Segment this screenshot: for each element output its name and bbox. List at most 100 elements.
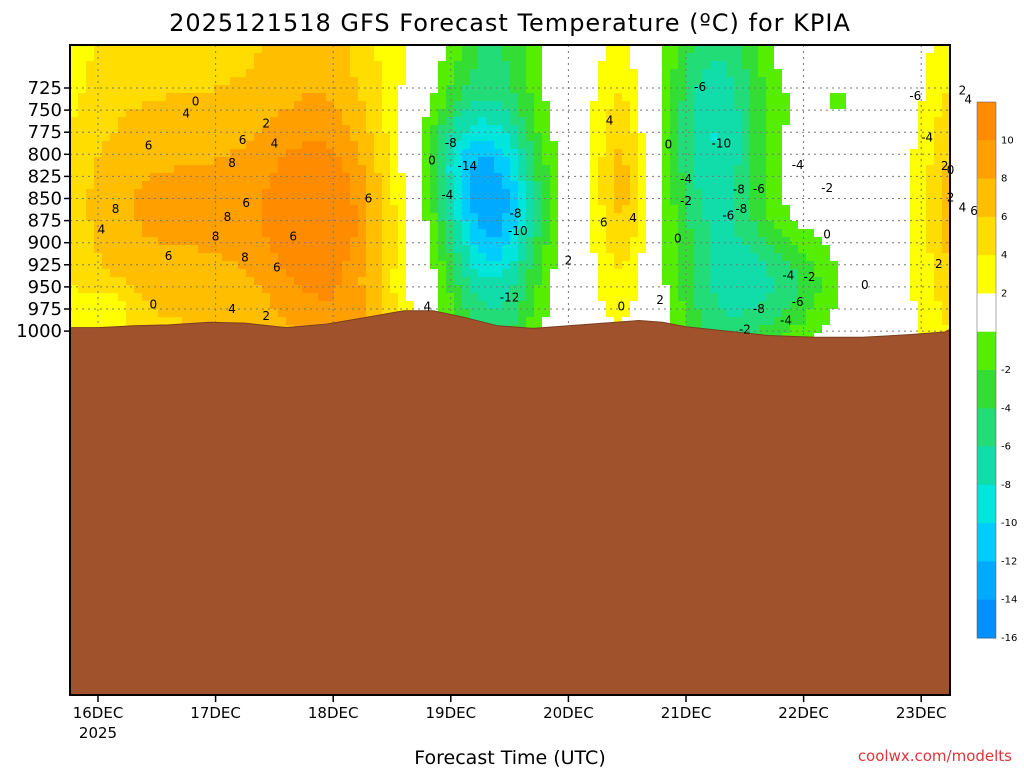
temperature-cell <box>774 317 782 325</box>
temperature-cell <box>398 101 406 109</box>
temperature-cell <box>566 317 574 325</box>
temperature-cell <box>710 205 718 213</box>
temperature-cell <box>550 269 558 277</box>
temperature-cell <box>726 237 734 245</box>
temperature-cell <box>574 301 582 309</box>
temperature-cell <box>158 61 166 69</box>
temperature-cell <box>150 101 158 109</box>
temperature-cell <box>854 205 862 213</box>
temperature-cell <box>814 205 822 213</box>
temperature-cell <box>150 197 158 205</box>
temperature-cell <box>870 109 878 117</box>
temperature-cell <box>358 77 366 85</box>
temperature-cell <box>678 253 686 261</box>
temperature-cell <box>830 53 838 61</box>
temperature-cell <box>870 277 878 285</box>
temperature-cell <box>406 141 414 149</box>
temperature-cell <box>278 277 286 285</box>
temperature-cell <box>870 173 878 181</box>
temperature-cell <box>254 301 262 309</box>
temperature-cell <box>134 141 142 149</box>
temperature-cell <box>886 309 894 317</box>
temperature-cell <box>806 149 814 157</box>
temperature-cell <box>302 205 310 213</box>
temperature-cell <box>150 69 158 77</box>
temperature-cell <box>350 205 358 213</box>
temperature-cell <box>366 173 374 181</box>
temperature-cell <box>318 237 326 245</box>
temperature-cell <box>566 125 574 133</box>
temperature-cell <box>894 149 902 157</box>
temperature-cell <box>742 117 750 125</box>
temperature-cell <box>686 293 694 301</box>
temperature-cell <box>278 197 286 205</box>
temperature-cell <box>470 261 478 269</box>
temperature-cell <box>782 205 790 213</box>
temperature-cell <box>934 165 942 173</box>
temperature-cell <box>118 245 126 253</box>
temperature-cell <box>318 157 326 165</box>
temperature-cell <box>534 221 542 229</box>
temperature-cell <box>662 269 670 277</box>
temperature-cell <box>190 173 198 181</box>
temperature-cell <box>942 85 950 93</box>
temperature-cell <box>566 173 574 181</box>
temperature-cell <box>774 189 782 197</box>
temperature-cell <box>654 301 662 309</box>
temperature-cell <box>270 101 278 109</box>
temperature-cell <box>726 317 734 325</box>
temperature-cell <box>438 213 446 221</box>
temperature-cell <box>774 93 782 101</box>
temperature-cell <box>486 189 494 197</box>
temperature-cell <box>614 173 622 181</box>
temperature-cell <box>510 69 518 77</box>
temperature-cell <box>710 133 718 141</box>
temperature-cell <box>774 77 782 85</box>
temperature-cell <box>358 85 366 93</box>
temperature-cell <box>902 205 910 213</box>
temperature-cell <box>214 101 222 109</box>
temperature-cell <box>166 189 174 197</box>
temperature-cell <box>454 213 462 221</box>
temperature-cell <box>166 157 174 165</box>
temperature-cell <box>238 293 246 301</box>
temperature-cell <box>286 229 294 237</box>
temperature-cell <box>462 237 470 245</box>
temperature-cell <box>230 173 238 181</box>
temperature-cell <box>590 285 598 293</box>
temperature-cell <box>542 149 550 157</box>
temperature-cell <box>686 173 694 181</box>
temperature-cell <box>430 45 438 53</box>
temperature-cell <box>526 85 534 93</box>
temperature-cell <box>406 293 414 301</box>
temperature-cell <box>742 173 750 181</box>
temperature-cell <box>310 181 318 189</box>
temperature-cell <box>702 117 710 125</box>
temperature-cell <box>686 45 694 53</box>
temperature-cell <box>702 253 710 261</box>
temperature-cell <box>118 173 126 181</box>
temperature-cell <box>454 53 462 61</box>
temperature-cell <box>414 133 422 141</box>
temperature-cell <box>302 101 310 109</box>
temperature-cell <box>502 309 510 317</box>
temperature-cell <box>158 165 166 173</box>
temperature-cell <box>654 61 662 69</box>
temperature-cell <box>510 141 518 149</box>
temperature-cell <box>766 157 774 165</box>
temperature-cell <box>262 45 270 53</box>
temperature-cell <box>758 141 766 149</box>
temperature-cell <box>694 133 702 141</box>
temperature-cell <box>150 221 158 229</box>
temperature-cell <box>78 141 86 149</box>
temperature-cell <box>206 101 214 109</box>
temperature-cell <box>646 269 654 277</box>
temperature-cell <box>830 285 838 293</box>
temperature-cell <box>830 77 838 85</box>
temperature-cell <box>278 213 286 221</box>
temperature-cell <box>710 269 718 277</box>
temperature-cell <box>158 85 166 93</box>
temperature-cell <box>790 197 798 205</box>
temperature-cell <box>478 197 486 205</box>
temperature-cell <box>278 317 286 325</box>
